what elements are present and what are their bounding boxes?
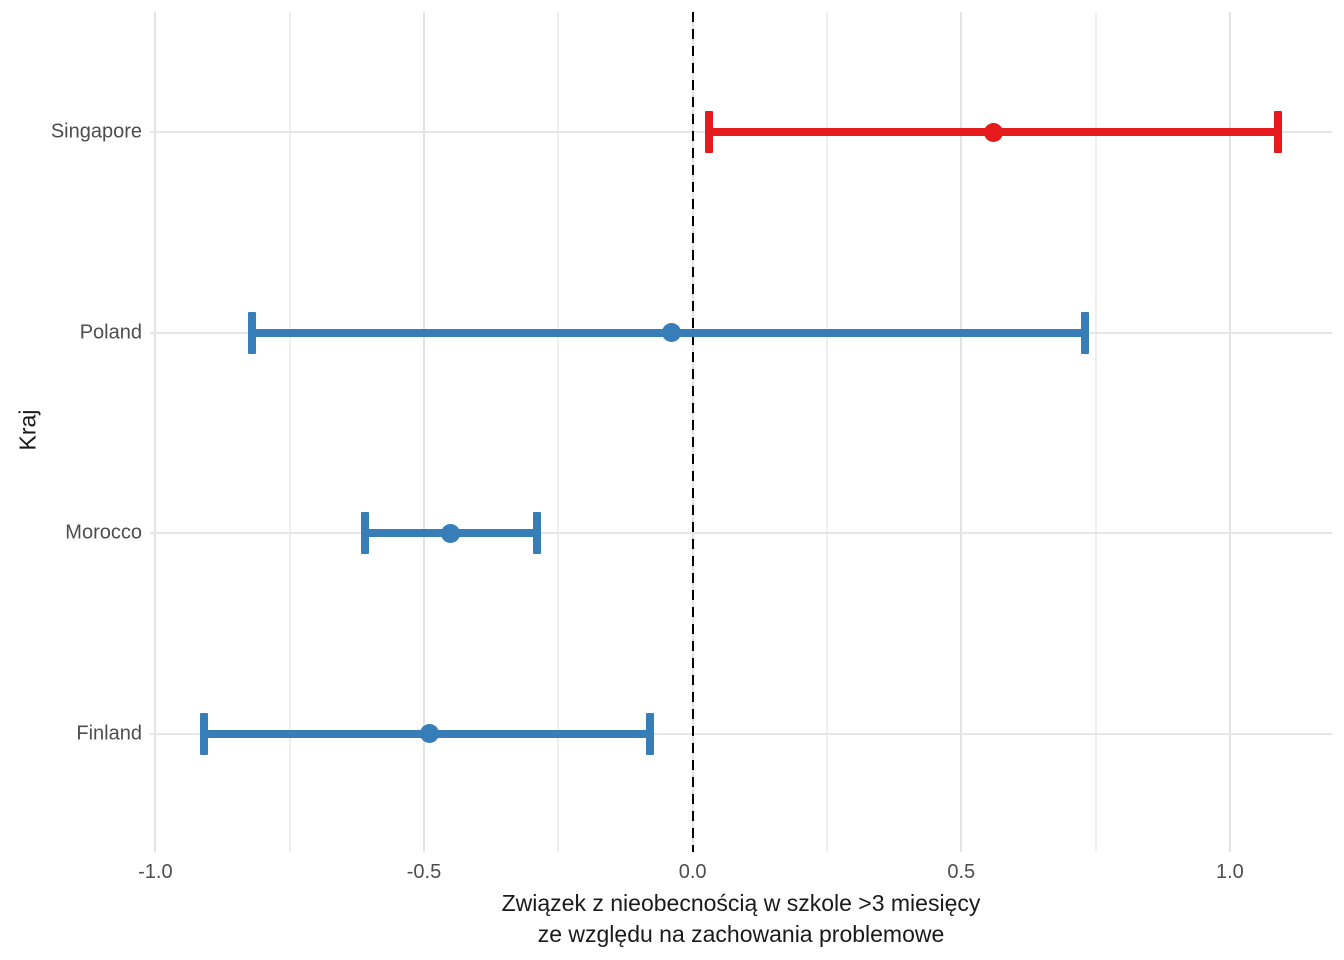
- errorbar-cap-left: [360, 512, 369, 554]
- gridline-x-major: [423, 12, 425, 852]
- x-tick-label: -1.0: [138, 861, 173, 883]
- x-tick-label: 0.5: [947, 861, 976, 883]
- estimate-point: [661, 323, 681, 342]
- y-axis-label: Singapore: [50, 120, 142, 143]
- gridline-x-minor: [1094, 12, 1097, 852]
- y-axis-label: Morocco: [65, 521, 142, 544]
- y-axis-label: Poland: [79, 321, 142, 343]
- x-tick-label: 0.0: [678, 861, 707, 883]
- gridline-x-major: [960, 12, 963, 852]
- estimate-point: [441, 523, 461, 543]
- errorbar-cap-left: [704, 111, 713, 153]
- errorbar-cap-right: [1274, 111, 1283, 153]
- errorbar-cap-right: [1080, 311, 1089, 354]
- gridline-x-major: [154, 12, 157, 852]
- gridline-x-minor: [557, 12, 560, 852]
- x-axis-title: Związek z nieobecnością w szkole >3 mies…: [150, 888, 1332, 950]
- gridline-y: [150, 732, 1332, 735]
- estimate-point: [984, 122, 1004, 142]
- errorbar-cap-right: [645, 712, 654, 755]
- x-axis-title-line1: Związek z nieobecnością w szkole >3 mies…: [501, 890, 981, 916]
- x-axis-title-line2: ze względu na zachowania problemowe: [537, 921, 945, 947]
- x-tick-label: -0.5: [406, 861, 442, 883]
- gridline-y: [150, 532, 1332, 534]
- errorbar-cap-left: [248, 311, 257, 354]
- errorbar-cap-right: [532, 512, 541, 554]
- gridline-x-minor: [825, 12, 828, 852]
- y-axis-label: Finland: [76, 722, 142, 744]
- x-tick-label: 1.0: [1216, 861, 1244, 883]
- estimate-point: [419, 724, 439, 743]
- gridline-x-minor: [288, 12, 291, 852]
- errorbar-cap-left: [199, 712, 208, 755]
- zero-reference-line: [691, 12, 694, 852]
- gridline-x-major: [1228, 12, 1231, 852]
- y-axis-title: Kraj: [14, 409, 41, 451]
